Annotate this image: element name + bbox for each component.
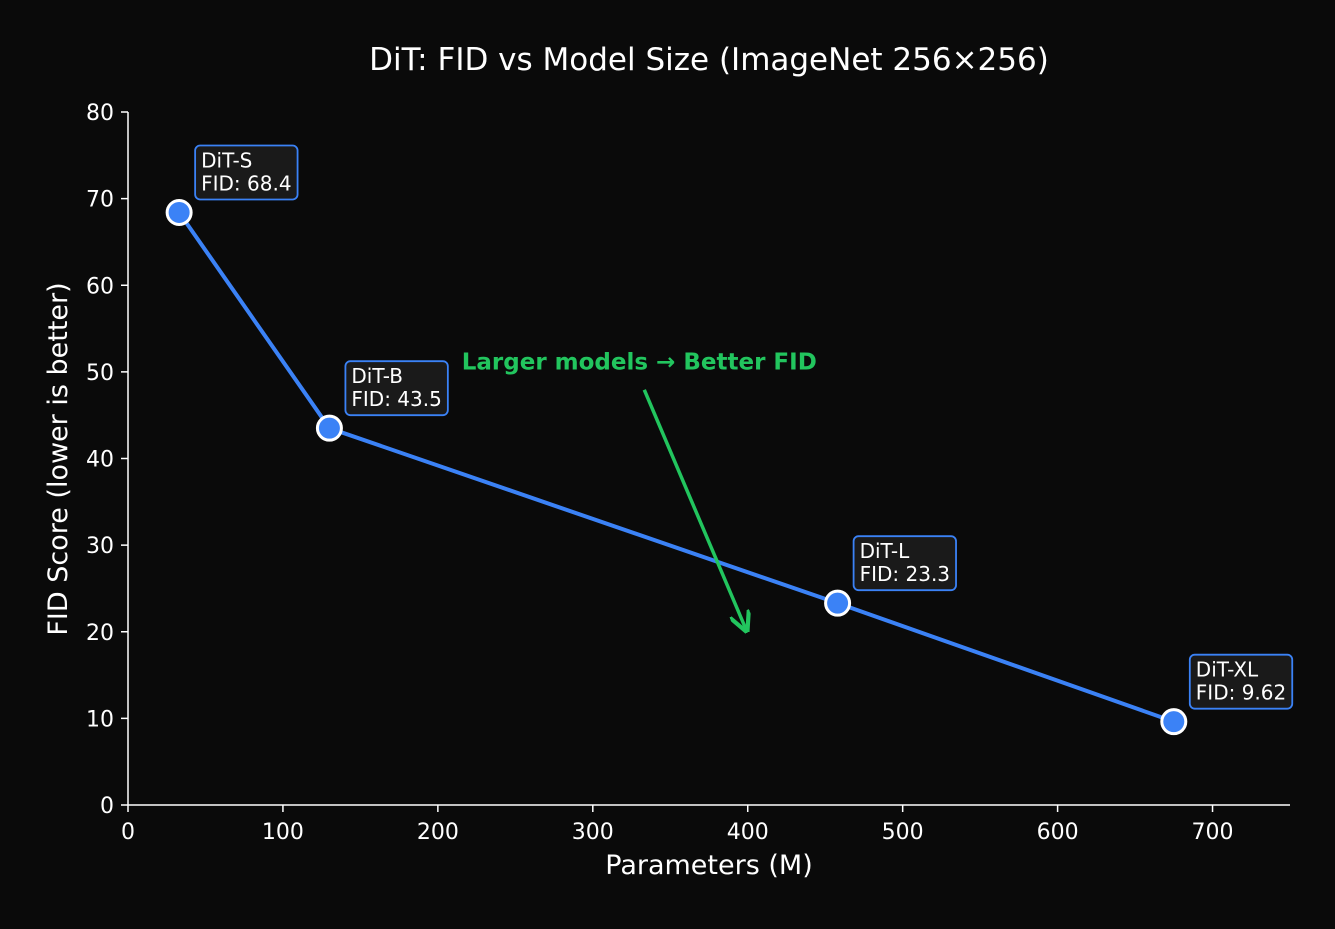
data-label-fid: FID: 43.5 — [351, 387, 441, 411]
series-line — [177, 211, 1175, 724]
annotation-arrow — [642, 389, 745, 629]
x-tick-label: 300 — [572, 820, 614, 845]
x-tick-label: 700 — [1192, 820, 1234, 845]
data-label-box — [194, 144, 299, 201]
y-axis-label: FID Score (lower is better) — [43, 282, 74, 635]
data-label-fid: FID: 9.62 — [1196, 681, 1286, 705]
data-label-fid: FID: 23.3 — [860, 562, 950, 586]
data-label-fid: FID: 68.4 — [201, 171, 291, 195]
data-label-box — [344, 360, 449, 417]
y-tick-label: 50 — [86, 361, 114, 386]
y-tick-label: 30 — [86, 534, 114, 559]
x-tick-label: 500 — [882, 820, 924, 845]
y-tick-label: 20 — [86, 621, 114, 646]
chart-title: DiT: FID vs Model Size (ImageNet 256×256… — [369, 42, 1049, 78]
x-tick-label: 400 — [727, 820, 769, 845]
x-axis-ticks: 0 100 200 300 400 500 600 700 — [121, 805, 1234, 845]
y-tick-label: 80 — [86, 101, 114, 126]
data-label-model: DiT-XL — [1196, 658, 1259, 682]
x-tick-label: 0 — [121, 820, 135, 845]
y-tick-label: 60 — [86, 274, 114, 299]
y-axis-ticks: 0 10 20 30 40 50 60 70 80 — [86, 101, 128, 819]
data-label-box — [1188, 653, 1294, 710]
annotation-layer: Larger models → Better FID — [462, 350, 817, 629]
y-tick-label: 0 — [100, 794, 114, 819]
data-point-dit-b — [315, 414, 343, 442]
y-tick-label: 70 — [86, 188, 114, 213]
y-tick-label: 40 — [86, 448, 114, 473]
annotation-text: Larger models → Better FID — [462, 350, 817, 376]
data-point-dit-s — [165, 198, 193, 226]
data-point-dit-l — [824, 589, 852, 617]
x-tick-label: 100 — [262, 820, 304, 845]
x-axis-label: Parameters (M) — [605, 850, 812, 881]
series-layer — [165, 198, 1188, 736]
data-label-box — [852, 535, 957, 592]
data-label-model: DiT-B — [351, 364, 403, 388]
data-label-model: DiT-S — [201, 148, 252, 172]
x-tick-label: 200 — [417, 820, 459, 845]
y-tick-label: 10 — [86, 707, 114, 732]
x-tick-label: 600 — [1037, 820, 1079, 845]
data-point-dit-xl — [1160, 708, 1188, 736]
data-label-model: DiT-L — [860, 539, 911, 563]
